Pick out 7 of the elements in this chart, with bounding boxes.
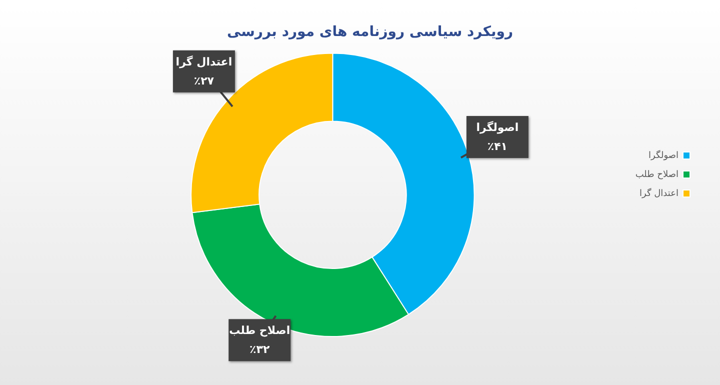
legend-label: اصلاح طلب (635, 170, 678, 180)
legend-label: اعتدال گرا (640, 186, 678, 199)
legend-label: اصولگرا (648, 148, 678, 161)
chart-title: رویکرد سیاسی روزنامه های مورد بررسی (226, 24, 514, 40)
slice-label: اصولگرا (476, 120, 519, 134)
data-label: ٪۳۲ (250, 343, 270, 356)
slice-label: اعتدال گرا (176, 55, 232, 68)
